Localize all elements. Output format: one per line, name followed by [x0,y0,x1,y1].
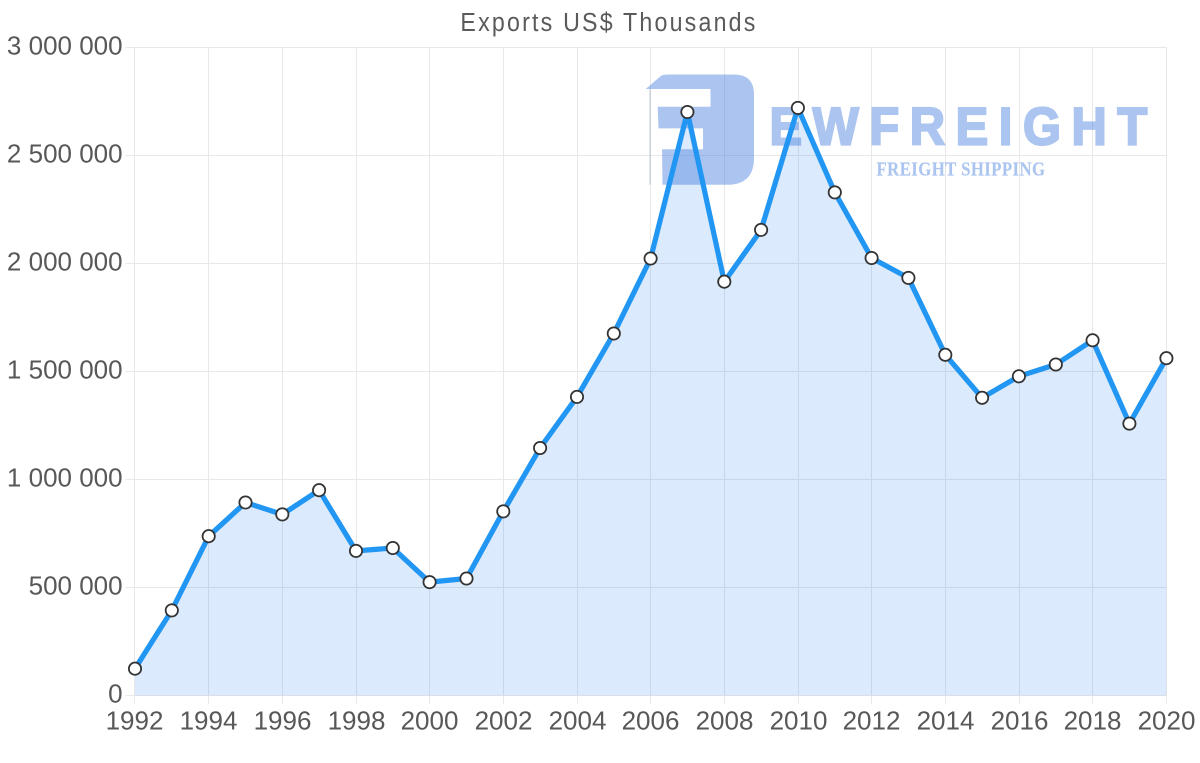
svg-text:0: 0 [108,679,122,709]
svg-text:1996: 1996 [254,705,312,735]
svg-text:2 500 000: 2 500 000 [7,139,123,169]
svg-text:2002: 2002 [475,705,533,735]
svg-text:1998: 1998 [328,705,386,735]
svg-text:FREIGHT SHIPPING: FREIGHT SHIPPING [877,159,1046,181]
svg-text:2016: 2016 [991,705,1049,735]
svg-text:2018: 2018 [1064,705,1122,735]
svg-text:2012: 2012 [843,705,901,735]
svg-text:2000: 2000 [401,705,459,735]
svg-text:2006: 2006 [622,705,680,735]
svg-text:1 500 000: 1 500 000 [7,355,123,385]
svg-text:2008: 2008 [696,705,754,735]
svg-text:3 000 000: 3 000 000 [7,31,123,61]
svg-text:500 000: 500 000 [29,571,123,601]
svg-text:Exports US$ Thousands: Exports US$ Thousands [460,9,757,37]
svg-text:EWFREIGHT: EWFREIGHT [770,97,1158,156]
svg-text:1994: 1994 [180,705,238,735]
svg-text:2014: 2014 [917,705,975,735]
svg-text:2004: 2004 [549,705,607,735]
svg-text:1992: 1992 [106,705,164,735]
svg-text:2010: 2010 [770,705,828,735]
svg-text:2020: 2020 [1138,705,1196,735]
svg-text:1 000 000: 1 000 000 [7,463,123,493]
svg-text:2 000 000: 2 000 000 [7,247,123,277]
